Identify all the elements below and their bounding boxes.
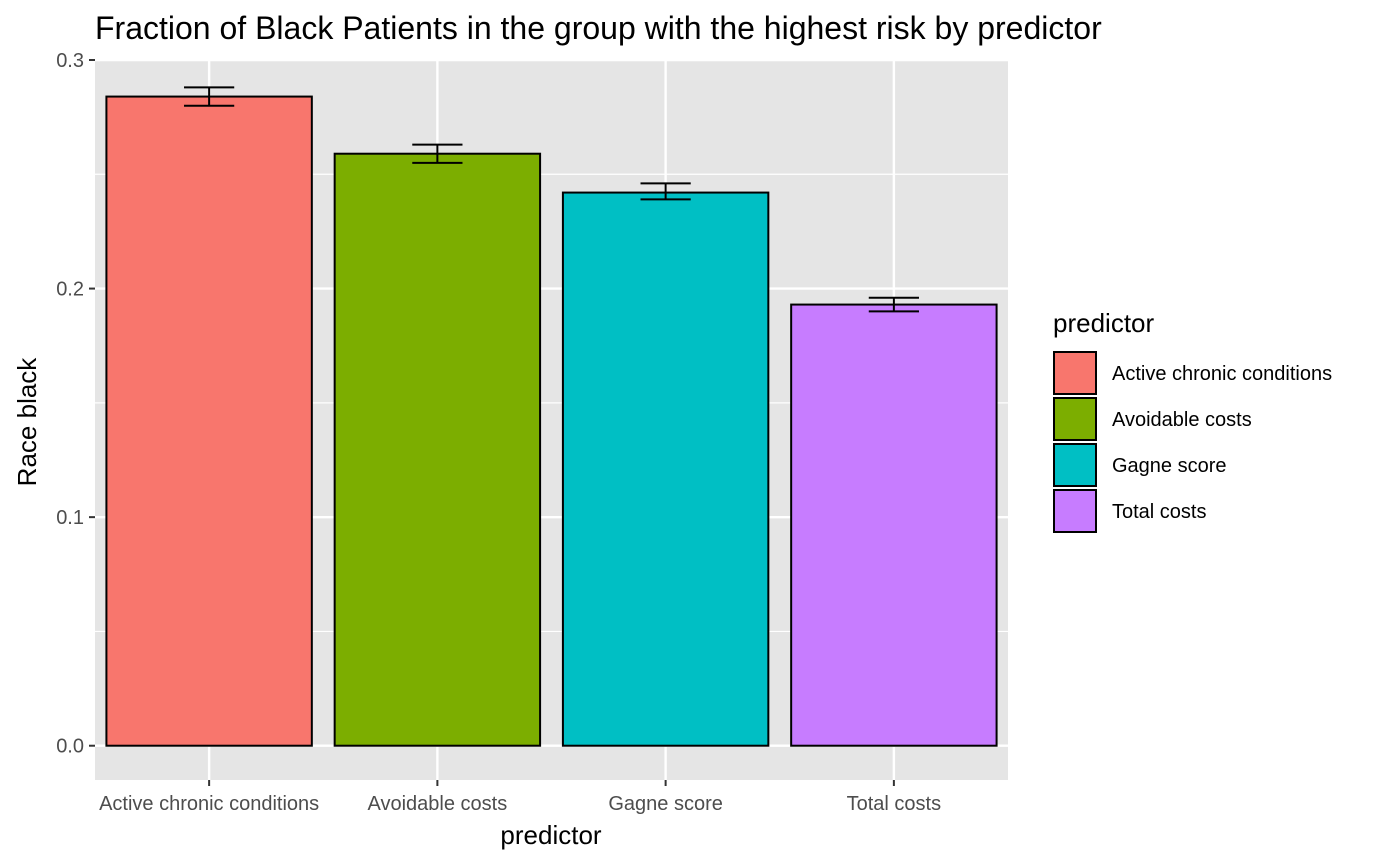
x-tick-label: Active chronic conditions [99, 793, 319, 815]
bars [105, 95, 998, 747]
legend-label: Total costs [1112, 501, 1206, 523]
bar-avoidable-costs [333, 152, 542, 747]
x-axis: Active chronic conditions Avoidable costs… [99, 780, 941, 815]
error-bar-avoidable-costs [412, 143, 463, 164]
legend-item: Active chronic conditions [1053, 351, 1332, 395]
y-tick-label: 0.0 [56, 736, 84, 758]
legend-item: Gagne score [1053, 443, 1227, 487]
chart-title: Fraction of Black Patients in the group … [95, 10, 1102, 46]
y-axis-title: Race black [12, 357, 42, 487]
error-bar-total-costs [868, 296, 919, 313]
x-tick-label: Total costs [847, 793, 941, 815]
legend-swatch [1053, 351, 1097, 395]
x-tick-label: Avoidable costs [368, 793, 508, 815]
x-tick-label: Gagne score [608, 793, 723, 815]
y-tick-label: 0.1 [56, 507, 84, 529]
error-bar-gagne-score [640, 182, 691, 201]
legend-swatch [1053, 489, 1097, 533]
x-axis-title: predictor [500, 820, 601, 850]
bar-active-chronic-conditions [105, 95, 313, 747]
legend-items: Active chronic conditions Avoidable costs… [1053, 351, 1332, 533]
legend-title: predictor [1053, 308, 1154, 338]
legend-label: Avoidable costs [1112, 409, 1252, 431]
legend-item: Total costs [1053, 489, 1206, 533]
legend: predictor Active chronic conditions Avoid… [1053, 308, 1332, 533]
y-tick-label: 0.3 [56, 50, 84, 72]
bar-total-costs [790, 303, 998, 747]
bar-gagne-score [561, 191, 770, 747]
y-axis: 0.0 0.1 0.2 0.3 [56, 50, 95, 758]
error-bar-active-chronic-conditions [184, 86, 235, 107]
legend-label: Gagne score [1112, 455, 1227, 477]
legend-swatch [1053, 443, 1097, 487]
error-bars [184, 86, 919, 313]
y-tick-label: 0.2 [56, 279, 84, 301]
legend-item: Avoidable costs [1053, 397, 1252, 441]
legend-swatch [1053, 397, 1097, 441]
legend-label: Active chronic conditions [1112, 363, 1332, 385]
